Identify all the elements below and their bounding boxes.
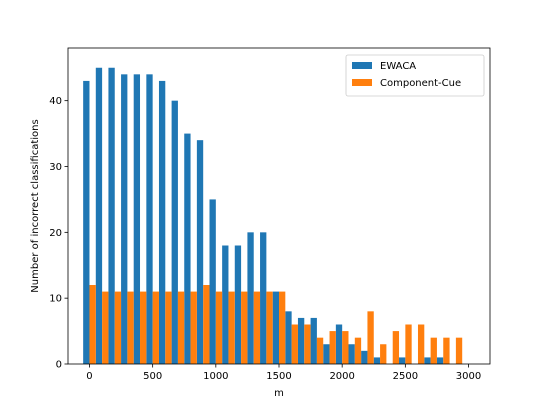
bar-component-cue <box>114 291 122 364</box>
bar-component-cue <box>455 337 463 364</box>
x-tick-label: 3000 <box>456 371 481 382</box>
bar-ewaca <box>158 80 166 365</box>
bar-ewaca <box>348 344 355 364</box>
bar-ewaca <box>209 199 216 364</box>
bar-component-cue <box>190 291 197 364</box>
bar-ewaca <box>424 357 431 364</box>
bar-component-cue <box>417 324 425 364</box>
y-tick-label: 40 <box>49 96 62 107</box>
bar-component-cue <box>127 291 134 364</box>
bar-component-cue <box>316 337 324 364</box>
bar-ewaca <box>272 291 279 364</box>
bar-ewaca <box>310 317 317 364</box>
bar-component-cue <box>152 291 159 364</box>
bar-ewaca <box>171 100 178 365</box>
bar-component-cue <box>253 291 261 364</box>
y-tick-label: 10 <box>49 294 62 305</box>
y-tick-label: 0 <box>56 360 62 371</box>
bar-component-cue <box>89 285 96 364</box>
y-tick-label: 20 <box>49 228 62 239</box>
bar-component-cue <box>329 331 336 364</box>
bar-component-cue <box>203 285 210 364</box>
bar-component-cue <box>177 291 185 364</box>
bar-component-cue <box>140 291 147 364</box>
bar-ewaca <box>260 232 267 364</box>
bar-ewaca <box>323 344 330 364</box>
bar-ewaca <box>95 67 103 364</box>
bar-ewaca <box>133 74 141 364</box>
bar-ewaca <box>83 80 90 365</box>
bar-ewaca <box>285 311 292 364</box>
bar-ewaca <box>146 74 153 364</box>
legend-label-ewaca: EWACA <box>380 61 416 72</box>
bar-component-cue <box>165 291 172 364</box>
bar-component-cue <box>405 324 412 364</box>
bar-ewaca <box>247 232 254 364</box>
bar-component-cue <box>279 291 286 364</box>
bar-ewaca <box>184 133 191 364</box>
bars-group <box>83 67 463 365</box>
y-axis-ticks: 0 10 20 30 40 <box>49 96 68 371</box>
bar-component-cue <box>430 337 437 364</box>
bar-ewaca <box>335 324 343 364</box>
legend-box <box>345 54 485 97</box>
x-tick-label: 1500 <box>266 371 291 382</box>
legend-label-component-cue: Component-Cue <box>380 78 461 89</box>
bar-component-cue <box>342 331 349 364</box>
x-tick-label: 500 <box>143 371 162 382</box>
bar-ewaca <box>399 357 406 364</box>
bar-component-cue <box>241 291 248 364</box>
x-axis-ticks: 0 500 1000 1500 2000 2500 3000 <box>86 364 481 382</box>
x-tick-label: 2500 <box>393 371 418 382</box>
bar-component-cue <box>443 337 450 364</box>
legend-swatch-component-cue <box>352 79 372 86</box>
bar-component-cue <box>367 311 374 364</box>
bar-component-cue <box>354 337 362 364</box>
bar-ewaca <box>297 317 305 364</box>
bar-component-cue <box>228 291 235 364</box>
bar-ewaca <box>436 357 444 364</box>
bar-ewaca <box>222 245 229 364</box>
bar-component-cue <box>266 291 273 364</box>
bar-component-cue <box>102 291 109 364</box>
bar-ewaca <box>373 357 381 364</box>
x-tick-label: 1000 <box>203 371 228 382</box>
bar-component-cue <box>304 324 311 364</box>
bar-component-cue <box>392 331 400 364</box>
y-tick-label: 30 <box>49 162 62 173</box>
bar-component-cue <box>291 324 298 364</box>
legend-swatch-ewaca <box>352 62 372 69</box>
bar-component-cue <box>215 291 223 364</box>
bar-ewaca <box>121 74 128 364</box>
bar-ewaca <box>108 67 115 364</box>
bar-ewaca <box>361 350 368 364</box>
legend: EWACA Component-Cue <box>345 54 485 97</box>
x-axis-label: m <box>274 388 284 399</box>
y-axis-label: Number of incorrect classifications <box>30 119 41 292</box>
x-tick-label: 2000 <box>329 371 354 382</box>
bar-ewaca <box>196 140 204 364</box>
x-tick-label: 0 <box>86 371 92 382</box>
bar-component-cue <box>380 344 387 364</box>
bar-ewaca <box>234 245 242 364</box>
